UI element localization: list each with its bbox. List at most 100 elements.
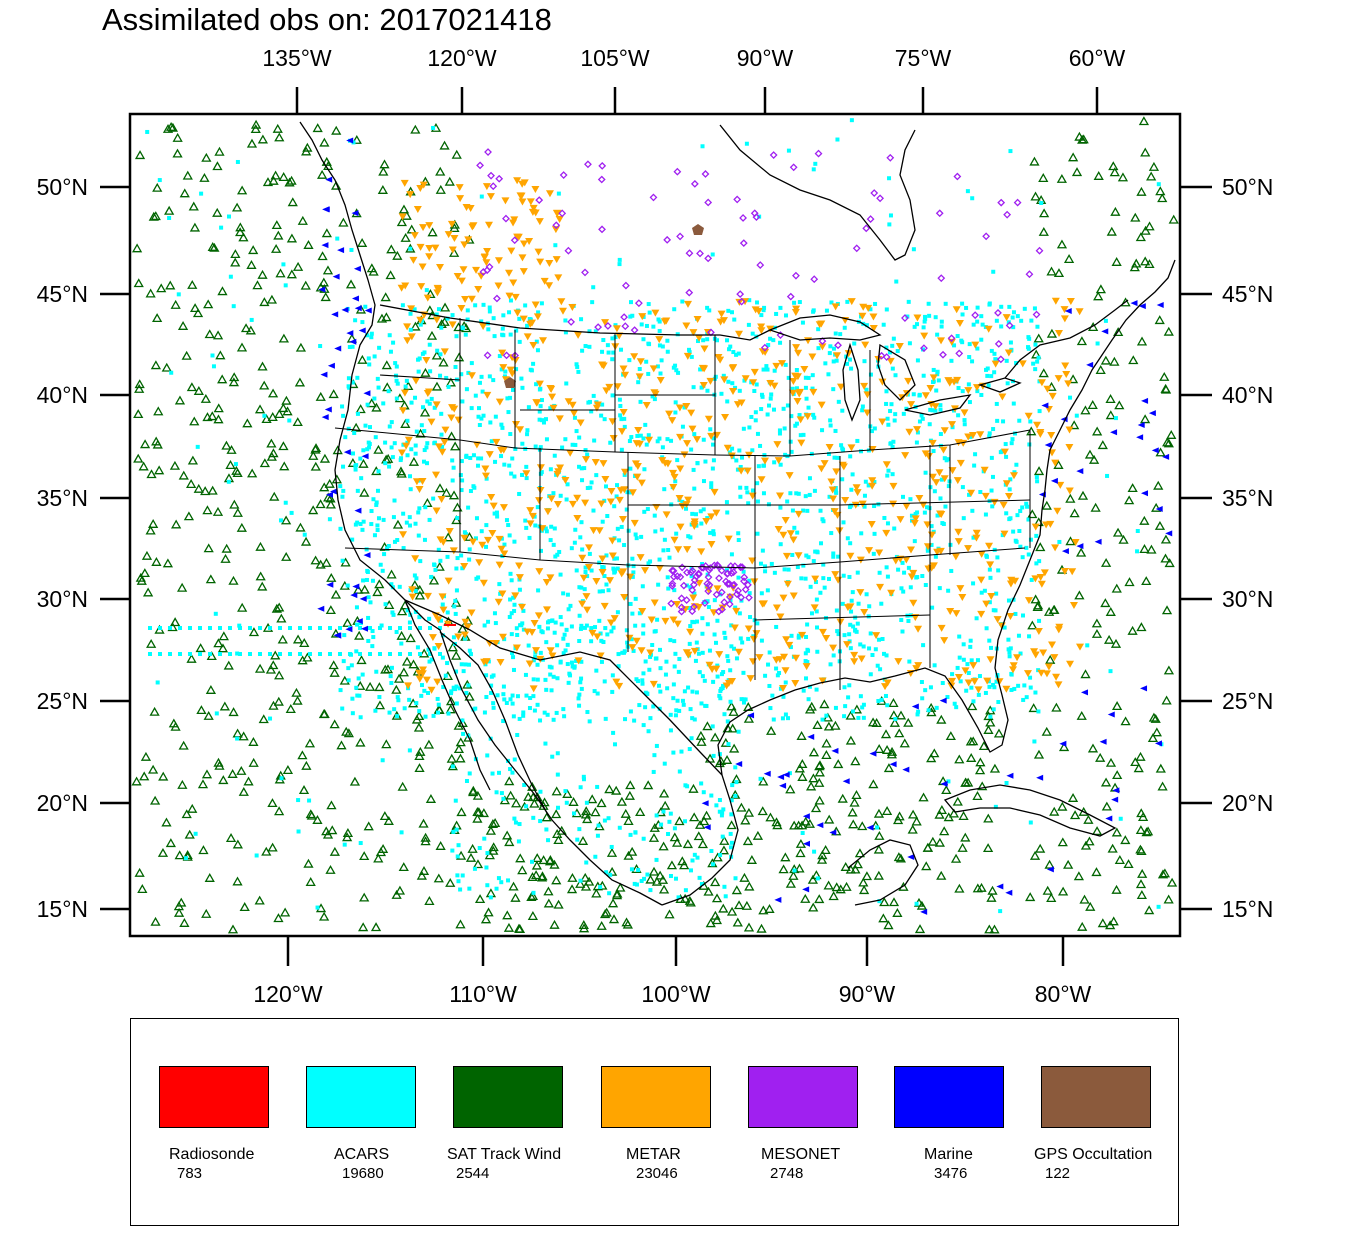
triangle-open-marker (1046, 328, 1058, 338)
triangle-open-marker (823, 880, 834, 890)
square-marker (656, 683, 661, 688)
triangle-left-marker (326, 581, 334, 588)
triangle-open-marker (214, 760, 225, 770)
square-marker (772, 460, 777, 465)
triangle-down-marker (724, 535, 733, 543)
square-marker (561, 591, 566, 596)
triangle-left-marker (334, 345, 342, 352)
square-marker (849, 366, 854, 371)
square-marker (841, 520, 846, 525)
triangle-open-marker (381, 739, 392, 749)
square-marker (831, 551, 836, 556)
triangle-open-marker (167, 122, 179, 132)
triangle-open-marker (181, 809, 192, 819)
square-marker (887, 176, 892, 181)
square-marker (432, 441, 437, 446)
triangle-down-marker (532, 647, 541, 655)
square-marker (885, 703, 890, 708)
triangle-open-marker (154, 465, 165, 475)
square-marker (551, 491, 556, 496)
square-marker (700, 674, 705, 679)
square-marker (632, 718, 637, 723)
square-marker (1085, 643, 1090, 648)
triangle-open-marker (310, 443, 322, 453)
triangle-down-marker (574, 331, 583, 339)
triangle-down-marker (407, 305, 416, 313)
triangle-open-marker (907, 824, 918, 834)
triangle-down-marker (650, 389, 659, 397)
triangle-open-marker (1056, 239, 1068, 249)
diamond-marker (679, 581, 688, 590)
square-marker (361, 578, 366, 583)
triangle-down-marker (693, 315, 702, 323)
triangle-down-marker (431, 244, 440, 252)
triangle-open-marker (203, 710, 214, 720)
square-marker (487, 305, 492, 310)
triangle-down-marker (460, 241, 469, 249)
square-marker (427, 616, 432, 621)
square-marker (884, 389, 889, 394)
triangle-down-marker (1071, 538, 1080, 546)
triangle-left-marker (346, 137, 354, 144)
triangle-open-marker (1155, 763, 1166, 773)
triangle-down-marker (526, 520, 535, 528)
square-marker (435, 348, 440, 353)
square-marker (568, 673, 573, 678)
triangle-down-marker (570, 409, 579, 417)
baja-peninsula (404, 599, 491, 791)
square-marker (198, 626, 202, 630)
triangle-down-marker (610, 615, 619, 623)
triangle-down-marker (788, 389, 797, 397)
square-marker (424, 445, 429, 450)
triangle-down-marker (535, 497, 544, 505)
square-marker (624, 507, 629, 512)
square-marker (573, 442, 578, 447)
square-marker (577, 639, 582, 644)
square-marker (992, 351, 997, 356)
triangle-open-marker (236, 765, 247, 775)
square-marker (602, 818, 607, 823)
square-marker (832, 455, 837, 460)
square-marker (1032, 306, 1037, 311)
triangle-open-marker (451, 149, 462, 159)
triangle-down-marker (981, 492, 990, 500)
square-marker (646, 302, 651, 307)
square-marker (502, 697, 507, 702)
triangle-down-marker (976, 431, 985, 439)
square-marker (1020, 505, 1025, 510)
square-marker (374, 500, 379, 505)
square-marker (975, 389, 980, 394)
square-marker (514, 626, 519, 631)
square-marker (1003, 442, 1008, 447)
square-marker (489, 674, 494, 679)
square-marker (193, 831, 198, 836)
square-marker (840, 601, 845, 606)
square-marker (736, 351, 741, 356)
triangle-left-marker (354, 305, 362, 312)
triangle-down-marker (1056, 481, 1065, 489)
triangle-open-marker (810, 803, 822, 813)
triangle-open-marker (1092, 426, 1103, 436)
square-marker (609, 844, 614, 849)
square-marker (486, 327, 491, 332)
square-marker (1002, 625, 1007, 630)
triangle-open-marker (229, 372, 240, 382)
square-marker (572, 415, 577, 420)
square-marker (960, 301, 965, 306)
square-marker (340, 558, 345, 563)
square-marker (763, 569, 768, 574)
triangle-left-marker (1006, 772, 1014, 779)
triangle-down-marker (1009, 472, 1018, 480)
triangle-down-marker (1069, 601, 1078, 609)
diamond-marker (1035, 246, 1044, 255)
triangle-open-marker (1151, 727, 1162, 737)
square-marker (427, 342, 432, 347)
square-marker (615, 610, 620, 615)
square-marker (479, 416, 484, 421)
triangle-down-marker (460, 631, 469, 639)
triangle-down-marker (931, 403, 940, 411)
triangle-open-marker (873, 844, 884, 854)
square-marker (643, 705, 648, 710)
square-marker (765, 367, 770, 372)
square-marker (979, 392, 984, 397)
